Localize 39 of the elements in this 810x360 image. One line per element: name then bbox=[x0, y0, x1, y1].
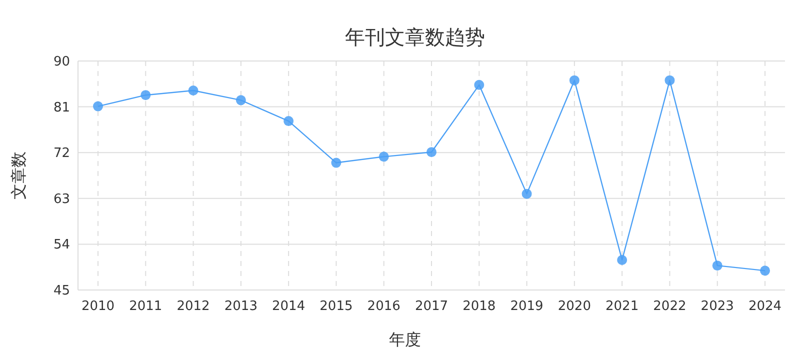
y-tick-label: 72 bbox=[53, 146, 70, 162]
y-tick-label: 63 bbox=[53, 192, 70, 207]
x-tick-label: 2015 bbox=[320, 299, 353, 314]
x-tick-label: 2020 bbox=[558, 299, 591, 314]
x-tick-label: 2014 bbox=[272, 299, 306, 314]
point bbox=[236, 95, 246, 106]
point bbox=[712, 260, 722, 271]
x-axis-title: 年度 bbox=[389, 330, 421, 349]
y-tick-label: 45 bbox=[53, 284, 70, 298]
point bbox=[474, 80, 484, 90]
x-tick-label: 2013 bbox=[224, 299, 258, 314]
x-tick-label: 2017 bbox=[414, 299, 448, 314]
y-tick-label: 90 bbox=[53, 54, 70, 70]
x-tick-label: 2010 bbox=[81, 299, 115, 314]
point bbox=[760, 266, 770, 276]
point bbox=[522, 188, 532, 199]
point bbox=[664, 75, 675, 86]
point bbox=[331, 158, 342, 168]
x-tick-label: 2022 bbox=[653, 299, 686, 314]
point bbox=[426, 147, 436, 158]
point bbox=[569, 75, 580, 86]
y-tick-label: 81 bbox=[53, 100, 70, 116]
y-axis-title: 文章数 bbox=[9, 152, 28, 200]
point bbox=[93, 101, 103, 112]
x-tick-label: 2019 bbox=[510, 299, 544, 314]
x-tick-label: 2024 bbox=[748, 299, 782, 314]
x-tick-label: 2016 bbox=[367, 299, 400, 314]
point bbox=[284, 116, 294, 126]
point bbox=[378, 152, 389, 162]
point bbox=[140, 90, 151, 100]
point bbox=[188, 86, 198, 96]
x-tick-label: 2012 bbox=[176, 299, 210, 314]
x-tick-label: 2011 bbox=[129, 299, 162, 314]
chart-title: 年刊文章数趋势 bbox=[345, 25, 485, 49]
x-tick-label: 2021 bbox=[606, 299, 639, 314]
point bbox=[617, 254, 628, 265]
x-tick-label: 2018 bbox=[462, 299, 496, 314]
y-tick-label: 54 bbox=[53, 238, 70, 253]
x-tick-label: 2023 bbox=[700, 299, 734, 314]
